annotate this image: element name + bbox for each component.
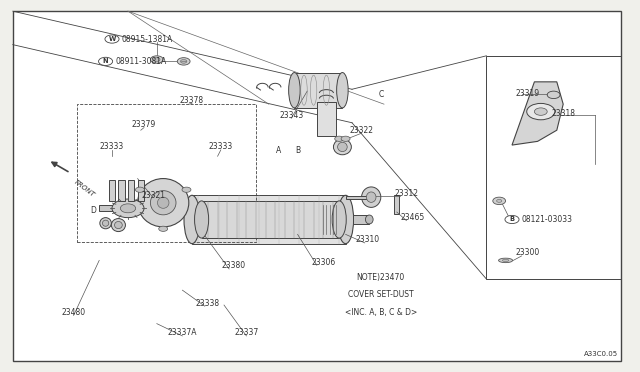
Bar <box>486 56 621 279</box>
Circle shape <box>341 136 350 141</box>
Ellipse shape <box>337 73 348 108</box>
Text: B: B <box>509 217 515 222</box>
Circle shape <box>136 187 145 192</box>
Text: 23337A: 23337A <box>168 328 197 337</box>
Bar <box>317 102 336 136</box>
Text: COVER SET-DUST: COVER SET-DUST <box>348 291 413 299</box>
Ellipse shape <box>150 190 176 215</box>
Bar <box>118 180 125 201</box>
Bar <box>128 180 134 201</box>
Circle shape <box>182 187 191 192</box>
Text: 23306: 23306 <box>311 258 335 267</box>
Ellipse shape <box>138 179 189 227</box>
Circle shape <box>493 197 506 205</box>
Text: 23379: 23379 <box>132 120 156 129</box>
Ellipse shape <box>499 258 513 263</box>
Text: W: W <box>108 36 116 42</box>
Bar <box>346 196 371 199</box>
Bar <box>294 73 342 108</box>
Text: NOTE)23470: NOTE)23470 <box>356 273 405 282</box>
Bar <box>138 180 144 201</box>
Circle shape <box>159 226 168 231</box>
Text: D: D <box>90 206 96 215</box>
Text: 23465: 23465 <box>401 213 425 222</box>
Ellipse shape <box>338 195 354 244</box>
Text: 23338: 23338 <box>196 299 220 308</box>
Text: A: A <box>276 146 281 155</box>
Circle shape <box>527 103 555 120</box>
Polygon shape <box>512 82 563 145</box>
Circle shape <box>150 56 163 63</box>
Ellipse shape <box>289 73 300 108</box>
Ellipse shape <box>102 220 109 226</box>
Circle shape <box>177 58 190 65</box>
Text: 23300: 23300 <box>516 248 540 257</box>
Text: 23333: 23333 <box>209 142 233 151</box>
Circle shape <box>120 204 136 213</box>
Text: 23312: 23312 <box>394 189 419 198</box>
Ellipse shape <box>365 215 373 224</box>
Text: 23337: 23337 <box>234 328 259 337</box>
Circle shape <box>112 199 144 218</box>
Text: 08121-03033: 08121-03033 <box>522 215 573 224</box>
Text: 23480: 23480 <box>61 308 86 317</box>
Text: 23333: 23333 <box>100 142 124 151</box>
Bar <box>202 201 339 238</box>
Bar <box>109 180 115 201</box>
Text: 23378: 23378 <box>180 96 204 105</box>
Circle shape <box>105 35 119 43</box>
Circle shape <box>99 57 113 65</box>
Ellipse shape <box>157 197 169 208</box>
Ellipse shape <box>111 219 125 231</box>
Bar <box>353 215 369 224</box>
Bar <box>99 205 141 211</box>
Text: B: B <box>295 146 300 155</box>
Text: A33C0.05: A33C0.05 <box>584 351 618 357</box>
Ellipse shape <box>362 187 381 208</box>
Text: FRONT: FRONT <box>74 179 96 198</box>
Bar <box>192 195 346 244</box>
Bar <box>394 195 399 214</box>
Ellipse shape <box>100 218 111 229</box>
Text: 08915-1381A: 08915-1381A <box>122 35 173 44</box>
Text: C: C <box>378 90 383 99</box>
Text: 23322: 23322 <box>349 126 374 135</box>
Ellipse shape <box>338 142 348 152</box>
Circle shape <box>505 215 519 224</box>
Circle shape <box>180 60 187 63</box>
Text: 23318: 23318 <box>551 109 575 118</box>
Circle shape <box>154 58 160 61</box>
Text: 23319: 23319 <box>516 89 540 97</box>
Circle shape <box>534 108 547 115</box>
Ellipse shape <box>195 201 209 238</box>
Text: 23380: 23380 <box>221 262 246 270</box>
Text: 23343: 23343 <box>279 111 303 120</box>
Text: N: N <box>103 58 108 64</box>
Ellipse shape <box>366 192 376 202</box>
Text: 23310: 23310 <box>356 235 380 244</box>
Text: 08911-3081A: 08911-3081A <box>115 57 166 66</box>
Ellipse shape <box>333 139 351 155</box>
Ellipse shape <box>184 195 200 244</box>
Ellipse shape <box>502 259 509 262</box>
Circle shape <box>497 199 502 202</box>
Bar <box>77 104 256 242</box>
Ellipse shape <box>332 201 346 238</box>
Circle shape <box>335 136 344 141</box>
Text: 23321: 23321 <box>141 191 166 200</box>
Text: <INC. A, B, C & D>: <INC. A, B, C & D> <box>345 308 417 317</box>
Circle shape <box>547 91 560 99</box>
Ellipse shape <box>115 221 122 229</box>
